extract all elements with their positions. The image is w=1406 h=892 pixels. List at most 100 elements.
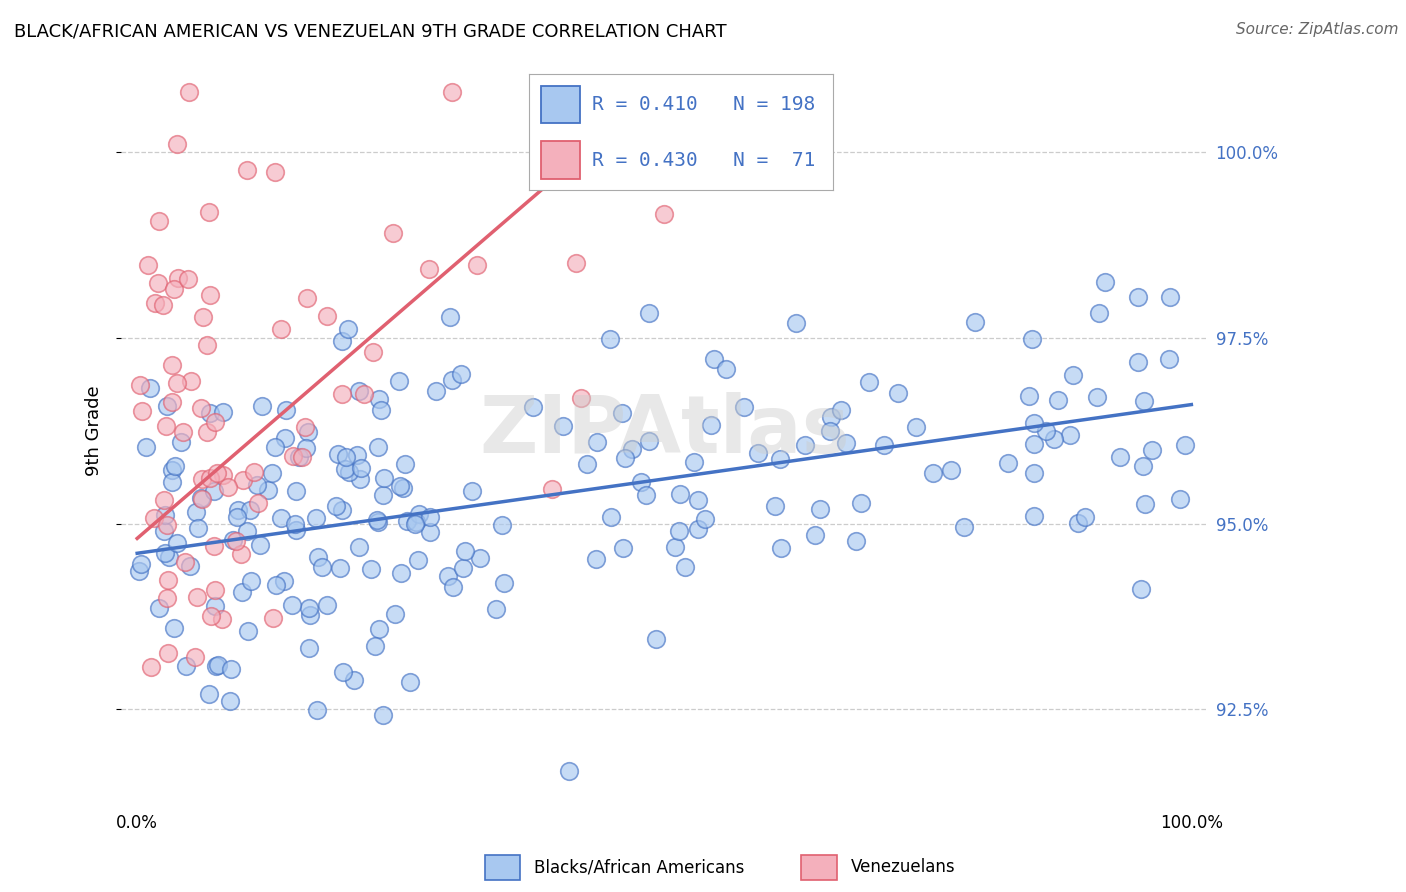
Point — [294, 419, 316, 434]
Point — [953, 520, 976, 534]
Point — [693, 511, 716, 525]
Point — [1133, 393, 1156, 408]
Point — [139, 381, 162, 395]
Point — [1035, 424, 1057, 438]
Point — [347, 384, 370, 398]
Point — [330, 503, 353, 517]
Text: BLACK/AFRICAN AMERICAN VS VENEZUELAN 9TH GRADE CORRELATION CHART: BLACK/AFRICAN AMERICAN VS VENEZUELAN 9TH… — [14, 22, 727, 40]
Point — [716, 362, 738, 376]
Point — [391, 481, 413, 495]
Point — [236, 624, 259, 638]
Point — [225, 533, 247, 548]
Point — [148, 601, 170, 615]
Point — [382, 227, 405, 241]
Point — [204, 483, 226, 498]
Point — [179, 559, 201, 574]
Point — [156, 646, 179, 660]
Point — [1018, 389, 1040, 403]
Point — [1022, 508, 1045, 523]
Point — [142, 511, 165, 525]
Point — [212, 467, 235, 482]
Point — [204, 583, 226, 598]
Point — [350, 461, 373, 475]
Point — [700, 418, 723, 433]
Point — [418, 262, 440, 277]
Point — [485, 602, 508, 616]
Point — [564, 256, 586, 270]
Point — [157, 550, 180, 565]
Point — [195, 337, 218, 351]
Point — [174, 658, 197, 673]
Point — [191, 491, 214, 506]
Point — [284, 484, 307, 499]
Point — [612, 541, 634, 556]
Point — [450, 367, 472, 381]
Point — [419, 510, 441, 524]
Point — [770, 541, 793, 556]
Point — [316, 598, 339, 612]
Point — [395, 515, 418, 529]
Point — [166, 271, 188, 285]
Point — [820, 424, 842, 438]
Point — [186, 590, 208, 604]
Point — [281, 598, 304, 612]
Point — [451, 561, 474, 575]
Point — [373, 471, 395, 485]
Point — [287, 450, 309, 464]
Point — [664, 540, 686, 554]
Point — [575, 457, 598, 471]
Point — [305, 703, 328, 717]
Point — [179, 85, 201, 99]
Point — [207, 657, 229, 672]
Point — [145, 296, 167, 310]
Point — [294, 442, 316, 456]
Point — [297, 425, 319, 440]
Point — [1046, 393, 1069, 408]
Text: Venezuelans: Venezuelans — [851, 858, 955, 876]
Point — [835, 435, 858, 450]
Point — [849, 496, 872, 510]
Point — [388, 479, 411, 493]
Point — [1094, 275, 1116, 289]
Point — [747, 445, 769, 459]
Point — [1133, 497, 1156, 511]
Y-axis label: 9th Grade: 9th Grade — [86, 385, 103, 476]
Point — [1128, 290, 1150, 304]
Point — [370, 402, 392, 417]
Point — [335, 450, 357, 464]
Point — [146, 276, 169, 290]
Point — [156, 591, 179, 606]
Point — [436, 569, 458, 583]
Point — [166, 535, 188, 549]
Point — [205, 466, 228, 480]
Point — [941, 462, 963, 476]
Point — [668, 524, 690, 538]
Point — [336, 322, 359, 336]
Point — [305, 511, 328, 525]
Point — [250, 399, 273, 413]
Point — [239, 502, 262, 516]
Point — [360, 562, 382, 576]
Point — [1142, 442, 1164, 457]
Point — [315, 310, 337, 324]
Point — [329, 561, 352, 575]
Point — [260, 466, 283, 480]
Point — [347, 540, 370, 554]
Point — [1059, 427, 1081, 442]
Point — [1088, 306, 1111, 320]
Point — [148, 214, 170, 228]
Point — [195, 425, 218, 440]
Point — [198, 287, 221, 301]
Point — [1021, 332, 1043, 346]
Point — [129, 377, 152, 392]
Point — [155, 546, 177, 560]
Point — [204, 415, 226, 429]
Point — [246, 478, 269, 492]
Point — [585, 552, 607, 566]
Point — [631, 155, 654, 169]
Point — [1174, 438, 1197, 452]
Point — [905, 420, 928, 434]
Point — [211, 612, 233, 626]
Point — [197, 687, 219, 701]
Point — [1130, 582, 1153, 597]
